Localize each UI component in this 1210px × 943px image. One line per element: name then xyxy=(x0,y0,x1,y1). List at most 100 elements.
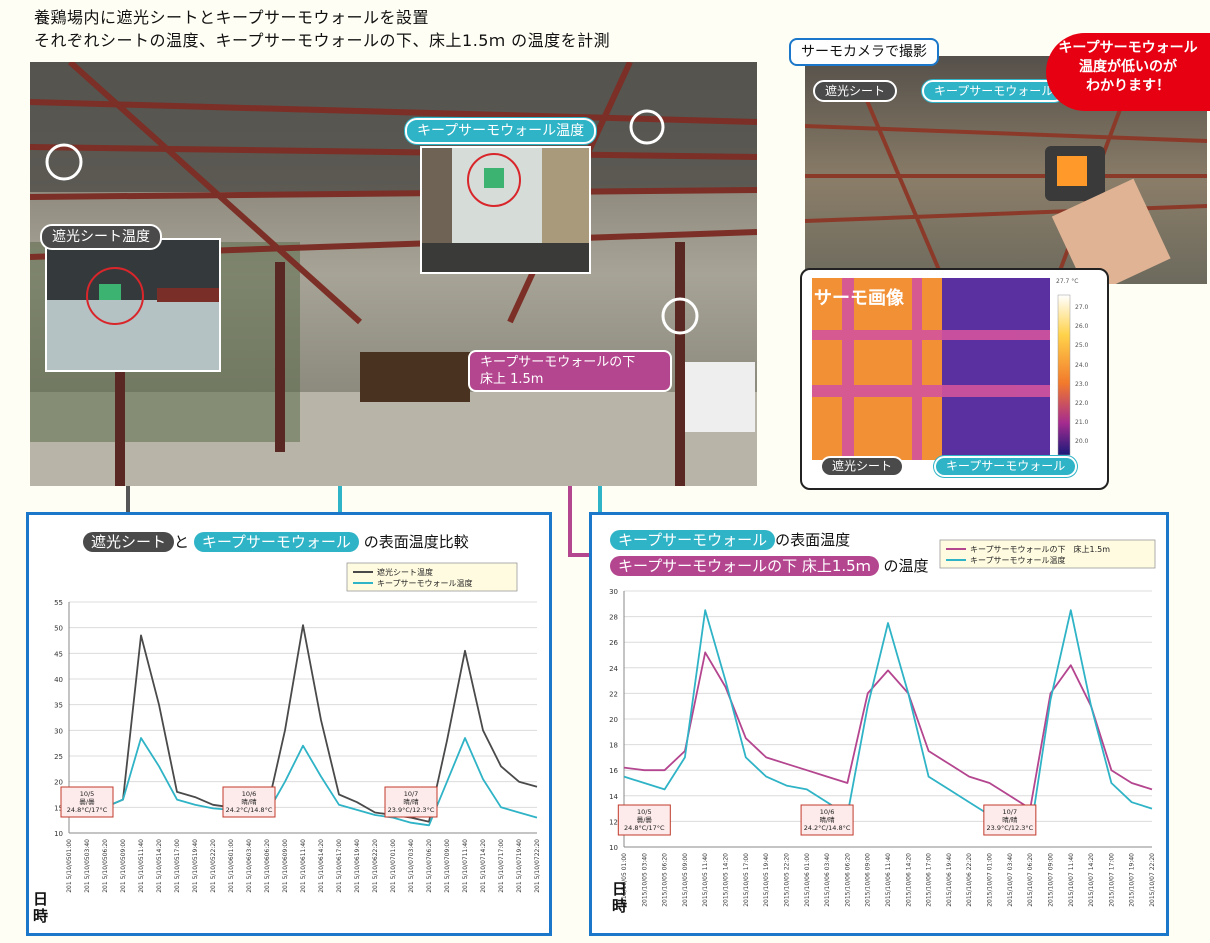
y-tick-label: 22 xyxy=(609,690,618,698)
left-title-tag-shade: 遮光シート xyxy=(83,532,175,552)
scale-tick: 25.0 xyxy=(1075,342,1089,350)
scale-tick: 26.0 xyxy=(1075,323,1089,331)
left-axis-label: 日 時 xyxy=(33,890,49,925)
left-chart-title: 遮光シートと キープサーモウォール の表面温度比較 xyxy=(83,531,469,552)
y-tick-label: 10 xyxy=(609,844,618,852)
annotation-text: 曇/曇 xyxy=(79,798,95,806)
right-axis-label: 日 時 xyxy=(612,880,628,915)
y-tick-label: 15 xyxy=(54,804,63,812)
x-tick-label: 201 5/10/0614:20 xyxy=(318,839,325,893)
thermo-label-keep: キープサーモウォール xyxy=(922,80,1066,102)
marker-shade xyxy=(45,143,83,181)
annotation-text: 10/6 xyxy=(242,790,257,798)
y-tick-label: 55 xyxy=(54,599,63,607)
legend-label: キープサーモウォールの下 床上1.5m xyxy=(970,544,1110,554)
legend-label: キープサーモウォール温度 xyxy=(377,578,473,588)
legend-label: 遮光シート温度 xyxy=(377,567,433,577)
y-tick-label: 14 xyxy=(609,793,618,801)
x-tick-label: 2015/10/06 14:20 xyxy=(905,853,912,907)
x-tick-label: 201 5/10/0517:00 xyxy=(174,839,181,893)
right-title-tag-floor: キープサーモウォールの下 床上1.5ｍ xyxy=(610,556,879,576)
annotation-text: 晴/晴 xyxy=(1002,815,1018,824)
y-tick-label: 26 xyxy=(609,639,618,647)
marker-keep xyxy=(629,109,665,145)
y-tick-label: 18 xyxy=(609,742,618,750)
label-keep-temp: キープサーモウォール温度 xyxy=(405,118,597,144)
y-tick-label: 45 xyxy=(54,650,63,658)
x-tick-label: 201 5/10/0503:40 xyxy=(84,839,91,893)
x-tick-label: 2015/10/05 01:00 xyxy=(621,853,628,907)
y-tick-label: 25 xyxy=(54,753,63,761)
annotation-box xyxy=(983,804,1037,836)
legend-label: キープサーモウォール温度 xyxy=(970,555,1066,565)
left-title-rest: の表面温度比較 xyxy=(363,533,469,551)
x-tick-label: 2015/10/06 06:20 xyxy=(844,853,851,907)
series-line xyxy=(68,737,538,827)
series-line xyxy=(68,624,538,823)
x-tick-label: 2015/10/05 03:40 xyxy=(641,853,648,907)
thermo-camera-drawing xyxy=(805,95,1207,284)
annotation-text: 晴/晴 xyxy=(241,797,257,806)
x-tick-label: 201 5/10/0509:00 xyxy=(120,839,127,893)
x-tick-label: 2015/10/06 01:00 xyxy=(804,853,811,907)
annotation-box xyxy=(384,786,438,818)
x-tick-label: 201 5/10/0522:20 xyxy=(210,839,217,893)
annotation-text: 10/7 xyxy=(1003,808,1018,816)
annotation-text: 24.2°C/14.8°C xyxy=(226,806,273,814)
header-line-1: 養鶏場内に遮光シートとキープサーモウォールを設置 xyxy=(34,8,430,27)
annotation-text: 24.2°C/14.8°C xyxy=(804,824,851,832)
y-tick-label: 20 xyxy=(54,779,63,787)
annotation-text: 10/7 xyxy=(404,790,419,798)
scale-tick: 27.0 xyxy=(1075,304,1089,311)
y-tick-label: 20 xyxy=(609,716,618,724)
x-tick-label: 201 5/10/0611:40 xyxy=(300,839,307,893)
right-title-rest-1: の表面温度 xyxy=(775,531,851,549)
x-tick-label: 201 5/10/0609:00 xyxy=(282,839,289,893)
series-line xyxy=(623,651,1153,810)
right-title-tag-keep: キープサーモウォール xyxy=(610,530,776,550)
annotation-text: 10/5 xyxy=(637,808,652,816)
x-tick-label: 2015/10/07 01:00 xyxy=(987,853,994,907)
thermo-callout: キープサーモウォール 温度が低いのが わかります！ xyxy=(1046,33,1210,111)
label-under-floor: キープサーモウォールの下 床上 1.5m xyxy=(468,350,672,392)
x-tick-label: 201 5/10/0617:00 xyxy=(336,839,343,893)
right-title-rest-2: の温度 xyxy=(883,557,929,575)
inset-keep-drawing xyxy=(422,148,589,272)
annotation-text: 曇/曇 xyxy=(637,816,653,824)
x-tick-label: 2015/10/05 11:40 xyxy=(702,853,709,907)
annotation-text: 24.8°C/17°C xyxy=(67,806,108,814)
thermal-scale-top: 27.7 °C xyxy=(1056,278,1079,285)
x-tick-label: 201 5/10/0714:20 xyxy=(480,839,487,893)
x-tick-label: 201 5/10/0701:00 xyxy=(390,839,397,893)
label-shade-temp: 遮光シート温度 xyxy=(40,224,162,250)
x-tick-label: 201 5/10/0501:00 xyxy=(66,839,73,893)
thermal-image-label: サーモ画像 xyxy=(814,288,904,309)
y-tick-label: 30 xyxy=(54,727,63,735)
x-tick-label: 2015/10/06 09:00 xyxy=(865,853,872,907)
scale-tick: 21.0 xyxy=(1075,419,1089,427)
legend-box xyxy=(346,562,518,592)
x-tick-label: 2015/10/07 22:20 xyxy=(1149,853,1156,907)
y-tick-label: 50 xyxy=(54,625,63,633)
x-tick-label: 2015/10/06 11:40 xyxy=(885,853,892,907)
x-tick-label: 2015/10/07 19:40 xyxy=(1129,853,1136,907)
x-tick-label: 201 5/10/0511:40 xyxy=(138,839,145,893)
x-tick-label: 201 5/10/0519:40 xyxy=(192,839,199,893)
thermal-image-drawing xyxy=(812,278,1071,460)
scale-tick: 22.0 xyxy=(1075,400,1089,408)
x-tick-label: 201 5/10/0703:40 xyxy=(408,839,415,893)
x-tick-label: 2015/10/06 03:40 xyxy=(824,853,831,907)
inset-keep-photo xyxy=(420,146,591,274)
header-line-2: それぞれシートの温度、キープサーモウォールの下、床上1.5ｍ の温度を計測 xyxy=(34,31,611,50)
inset-shade-drawing xyxy=(47,240,219,370)
x-tick-label: 2015/10/05 14:20 xyxy=(723,853,730,907)
x-tick-label: 2015/10/06 22:20 xyxy=(966,853,973,907)
thermal-bottom-keep: キープサーモウォール xyxy=(934,456,1078,477)
y-tick-label: 10 xyxy=(54,830,63,838)
annotation-text: 10/6 xyxy=(820,808,835,816)
thermo-label-shade: 遮光シート xyxy=(813,80,898,102)
right-chart-title-2: キープサーモウォールの下 床上1.5ｍ の温度 xyxy=(610,555,929,576)
thermal-image-box: サーモ画像 27.7 °C 27.0 26.0 25.0 24.0 23.0 2… xyxy=(800,268,1109,490)
y-tick-label: 16 xyxy=(609,767,618,775)
annotation-text: 10/5 xyxy=(80,790,95,798)
